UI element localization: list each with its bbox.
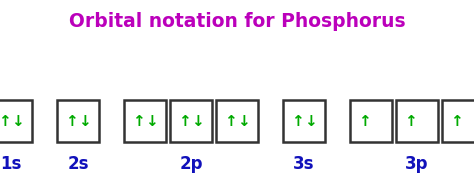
Text: ↓: ↓ — [237, 113, 250, 128]
Bar — [170, 100, 212, 142]
Text: ↓: ↓ — [11, 113, 24, 128]
Bar — [350, 100, 392, 142]
Text: ↑: ↑ — [178, 113, 191, 128]
Text: ↑: ↑ — [65, 113, 78, 128]
Bar — [124, 100, 166, 142]
Bar — [283, 100, 325, 142]
Text: ↑: ↑ — [0, 113, 11, 128]
Text: ↑: ↑ — [358, 113, 371, 128]
Bar — [0, 100, 32, 142]
Text: ↑: ↑ — [132, 113, 145, 128]
Bar — [396, 100, 438, 142]
Text: ↑: ↑ — [224, 113, 237, 128]
Text: 1s: 1s — [0, 155, 22, 173]
Text: 2s: 2s — [67, 155, 89, 173]
Bar — [442, 100, 474, 142]
Text: ↓: ↓ — [191, 113, 204, 128]
Text: ↑: ↑ — [404, 113, 417, 128]
Text: ↓: ↓ — [304, 113, 317, 128]
Text: 3p: 3p — [405, 155, 429, 173]
Text: ↓: ↓ — [145, 113, 158, 128]
Text: ↑: ↑ — [450, 113, 463, 128]
Text: ↑: ↑ — [292, 113, 304, 128]
Text: 2p: 2p — [179, 155, 203, 173]
Text: 3s: 3s — [293, 155, 315, 173]
Text: Orbital notation for Phosphorus: Orbital notation for Phosphorus — [69, 12, 405, 31]
Bar — [57, 100, 99, 142]
Bar — [216, 100, 258, 142]
Text: ↓: ↓ — [78, 113, 91, 128]
